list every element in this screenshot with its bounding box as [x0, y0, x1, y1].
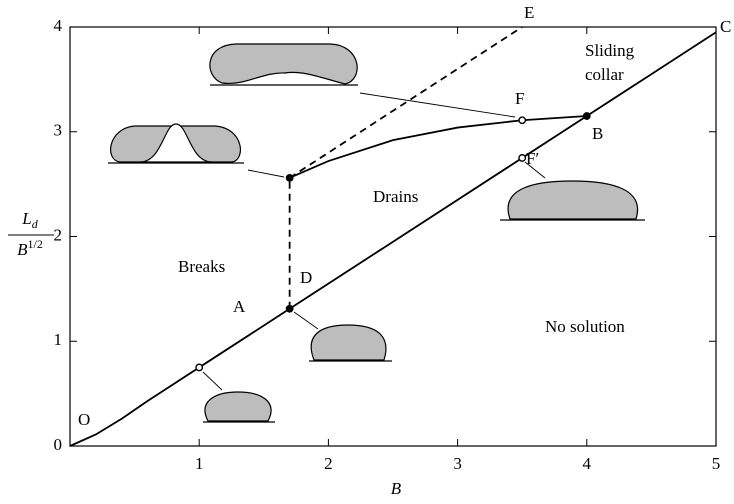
- curve: [290, 116, 587, 178]
- x-tick-label: 5: [712, 454, 721, 473]
- annotation: E: [524, 3, 534, 22]
- annotation: A: [233, 297, 246, 316]
- y-label-denominator: B1/2: [17, 237, 43, 259]
- y-tick-label: 0: [54, 435, 63, 454]
- y-tick-label: 1: [54, 330, 63, 349]
- annotation: Breaks: [178, 257, 225, 276]
- annotation: O: [78, 410, 90, 429]
- x-axis-label: B: [391, 479, 402, 498]
- point: [584, 113, 590, 119]
- annotation: C: [720, 17, 731, 36]
- annotation: Drains: [373, 187, 418, 206]
- x-tick-label: 3: [453, 454, 462, 473]
- annotation: F′: [526, 149, 539, 168]
- point: [519, 117, 525, 123]
- y-label-symbol: B: [17, 240, 28, 259]
- annotation: collar: [585, 65, 624, 84]
- y-label-symbol: L: [21, 209, 31, 228]
- point: [196, 364, 202, 370]
- x-tick-label: 1: [195, 454, 204, 473]
- annotation: D: [300, 268, 312, 287]
- annotation: B: [592, 124, 603, 143]
- y-label-subscript: d: [32, 217, 39, 231]
- x-tick-label: 2: [324, 454, 333, 473]
- annotation: Sliding: [585, 41, 635, 60]
- curve: [70, 32, 716, 446]
- y-label-superscript: 1/2: [28, 237, 43, 251]
- x-tick-label: 4: [583, 454, 592, 473]
- chart: B Ld B1/2 1234501234OADEFF′BCBreaksDrain…: [0, 0, 734, 504]
- y-label-numerator: Ld: [21, 209, 38, 231]
- y-tick-label: 4: [54, 16, 63, 35]
- point: [286, 306, 292, 312]
- annotation: F: [515, 89, 524, 108]
- point: [286, 175, 292, 181]
- plot-frame: [70, 27, 716, 446]
- point: [519, 155, 525, 161]
- y-tick-label: 3: [54, 121, 63, 140]
- droplet-icons: [108, 44, 645, 422]
- annotation: No solution: [545, 317, 625, 336]
- y-tick-label: 2: [54, 225, 63, 244]
